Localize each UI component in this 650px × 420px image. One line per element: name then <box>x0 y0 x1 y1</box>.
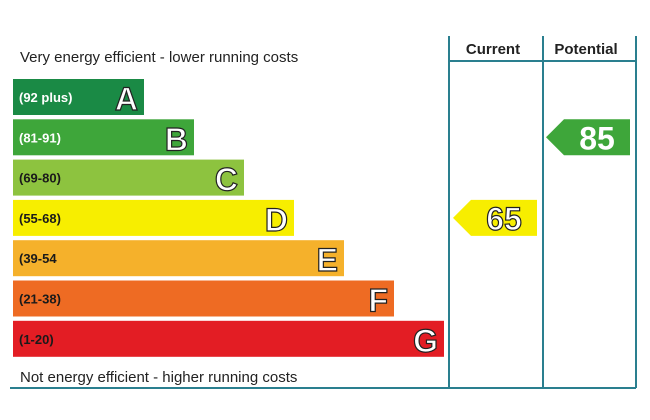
potential-rating-arrow: 85 <box>546 119 630 156</box>
band-letter: E <box>317 242 338 278</box>
band-b: (81-91) B <box>13 119 194 158</box>
band-letter: D <box>265 202 288 238</box>
current-rating-arrow: 65 <box>453 199 537 237</box>
band-letter: B <box>165 121 188 157</box>
band-bar-e <box>13 240 344 277</box>
band-bar-d <box>13 199 294 236</box>
band-range-label: (69-80) <box>19 171 61 186</box>
band-bar-b <box>13 119 194 156</box>
band-bar-g <box>13 320 444 357</box>
chart-frame <box>10 36 637 389</box>
band-range-label: (81-91) <box>19 130 61 145</box>
band-letter: A <box>115 81 138 117</box>
band-a: (92 plus) A <box>13 79 144 118</box>
band-range-label: (92 plus) <box>19 90 72 105</box>
band-range-label: (1-20) <box>19 332 54 347</box>
band-bar-c <box>13 159 244 196</box>
potential-column-header: Potential <box>554 41 617 58</box>
band-bar-f <box>13 280 394 317</box>
band-bar-a <box>13 79 144 115</box>
band-letter: F <box>368 283 388 319</box>
band-range-label: (55-68) <box>19 211 61 226</box>
top-caption: Very energy efficient - lower running co… <box>20 49 298 66</box>
bottom-caption: Not energy efficient - higher running co… <box>20 369 297 386</box>
potential-rating-arrow-shape <box>546 119 630 156</box>
potential-rating-arrow-value: 85 <box>579 120 615 156</box>
band-c: (69-80) C <box>13 159 244 198</box>
band-g: (1-20) G <box>13 320 444 359</box>
band-letter: C <box>215 162 238 198</box>
band-d: (55-68) D <box>13 199 294 238</box>
band-range-label: (21-38) <box>19 292 61 307</box>
band-letter: G <box>413 323 438 359</box>
rating-markers: 65 85 <box>453 119 630 237</box>
current-rating-arrow-value: 65 <box>486 201 522 237</box>
band-range-label: (39-54 <box>19 251 57 266</box>
band-e: (39-54 E <box>13 240 344 279</box>
band-f: (21-38) F <box>13 280 394 319</box>
current-rating-arrow-shape <box>453 199 537 236</box>
current-column-header: Current <box>466 41 520 58</box>
rating-bands: (92 plus) A(81-91) B(69-80) C(55-68) D(39-54… <box>13 79 444 359</box>
